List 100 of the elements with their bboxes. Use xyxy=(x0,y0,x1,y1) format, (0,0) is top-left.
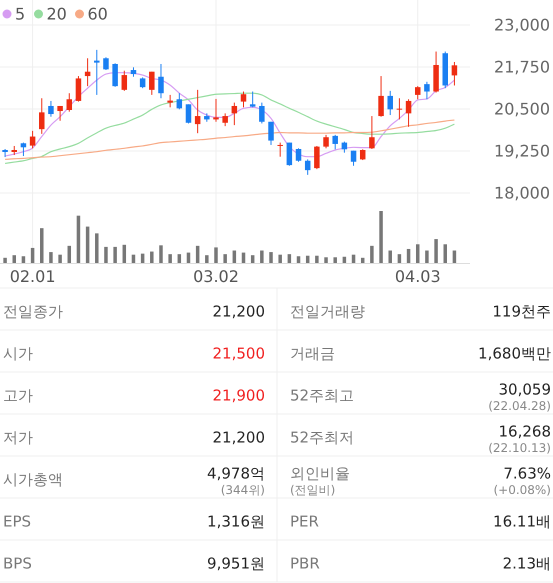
bar xyxy=(214,247,218,263)
bar xyxy=(76,216,80,263)
bar xyxy=(205,255,209,263)
candlestick xyxy=(323,134,329,149)
text: (22.10.13) xyxy=(488,441,551,456)
bar xyxy=(3,258,7,263)
candlestick xyxy=(378,76,384,118)
text: PER xyxy=(290,512,319,530)
text: (전일비) xyxy=(290,483,336,498)
text: 21,500 xyxy=(212,344,265,362)
x-tick-label: 03.02 xyxy=(193,267,239,286)
bar xyxy=(150,252,154,263)
y-tick-label: 20,500 xyxy=(494,100,550,119)
bar xyxy=(232,250,236,263)
candlestick xyxy=(213,98,219,122)
candlestick xyxy=(112,62,118,88)
bar xyxy=(132,254,136,263)
bar xyxy=(342,256,346,263)
text: 1,316원 xyxy=(207,512,265,530)
candlestick xyxy=(268,121,274,146)
bar xyxy=(242,252,246,263)
candlestick xyxy=(84,58,90,87)
bar xyxy=(333,257,337,263)
bar xyxy=(95,233,99,263)
text: (+0.08%) xyxy=(493,483,551,498)
text: 거래금 xyxy=(290,344,335,362)
bar xyxy=(223,254,227,263)
candlestick xyxy=(314,145,320,170)
candlestick xyxy=(39,98,45,134)
candlestick xyxy=(167,94,173,108)
text: 21,200 xyxy=(212,302,265,320)
text: (22.04.28) xyxy=(488,399,551,414)
text: PBR xyxy=(290,554,320,572)
candlestick xyxy=(20,142,26,157)
bar xyxy=(186,252,190,263)
bar xyxy=(140,254,144,263)
text: 저가 xyxy=(3,428,33,446)
text: 전일거래량 xyxy=(290,302,365,320)
candlestick xyxy=(30,130,36,149)
text: 21,900 xyxy=(212,386,265,404)
candlestick xyxy=(332,134,338,150)
text: 고가 xyxy=(3,386,33,404)
bar xyxy=(425,250,429,263)
line-series xyxy=(4,92,456,164)
candlestick xyxy=(94,49,100,96)
bar xyxy=(434,239,438,263)
text: 119천주 xyxy=(492,302,551,320)
candlestick xyxy=(414,86,420,100)
bar xyxy=(178,254,182,263)
line-series xyxy=(4,119,456,160)
bar xyxy=(278,254,282,263)
x-tick-label: 02.01 xyxy=(10,267,56,286)
text: 외인비율 xyxy=(290,464,350,482)
text: 52주최고 xyxy=(290,386,354,404)
candlestick xyxy=(149,71,155,96)
bar xyxy=(122,244,126,263)
bar xyxy=(196,246,200,263)
bar xyxy=(168,254,172,263)
bar xyxy=(58,254,62,263)
bar xyxy=(40,228,44,263)
bar xyxy=(260,250,264,263)
candlestick xyxy=(232,102,238,126)
candlestick xyxy=(296,148,302,162)
text: 21,200 xyxy=(212,428,265,446)
text: 9,951원 xyxy=(207,554,265,572)
candlestick xyxy=(259,102,265,124)
y-tick-label: 19,250 xyxy=(494,142,550,161)
text: 시가 xyxy=(3,344,33,362)
bar xyxy=(398,254,402,263)
candlestick xyxy=(186,104,192,124)
bar xyxy=(296,256,300,263)
text: 16,268 xyxy=(498,422,551,440)
candlestick xyxy=(304,158,310,176)
y-tick-label: 23,000 xyxy=(494,16,550,35)
bar xyxy=(113,246,117,263)
candlestick xyxy=(122,70,128,92)
bar xyxy=(12,255,16,263)
x-tick-label: 04.03 xyxy=(394,267,441,286)
y-tick-label: 21,750 xyxy=(494,58,550,77)
bar xyxy=(86,226,90,263)
bar xyxy=(288,254,292,263)
candlestick xyxy=(222,112,228,127)
text: 시가총액 xyxy=(3,470,63,488)
candlestick xyxy=(130,66,136,78)
candlestick xyxy=(406,98,412,128)
candlestick xyxy=(12,145,18,156)
text: 1,680백만 xyxy=(478,344,551,362)
text: EPS xyxy=(3,512,32,530)
bar xyxy=(416,244,420,263)
bar xyxy=(352,254,356,263)
text: 4,978억 xyxy=(207,464,265,482)
candlestick xyxy=(277,142,283,158)
bar xyxy=(269,252,273,263)
candlestick xyxy=(103,56,109,71)
candlestick xyxy=(140,76,146,89)
bar xyxy=(388,250,392,263)
candlestick xyxy=(176,92,182,110)
legend-label: 20 xyxy=(46,4,67,24)
candlestick xyxy=(66,92,72,112)
candlestick xyxy=(387,90,393,116)
